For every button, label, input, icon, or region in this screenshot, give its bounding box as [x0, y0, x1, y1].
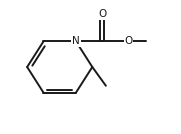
Text: O: O: [98, 9, 106, 19]
Text: N: N: [72, 36, 80, 46]
Text: O: O: [124, 36, 133, 46]
